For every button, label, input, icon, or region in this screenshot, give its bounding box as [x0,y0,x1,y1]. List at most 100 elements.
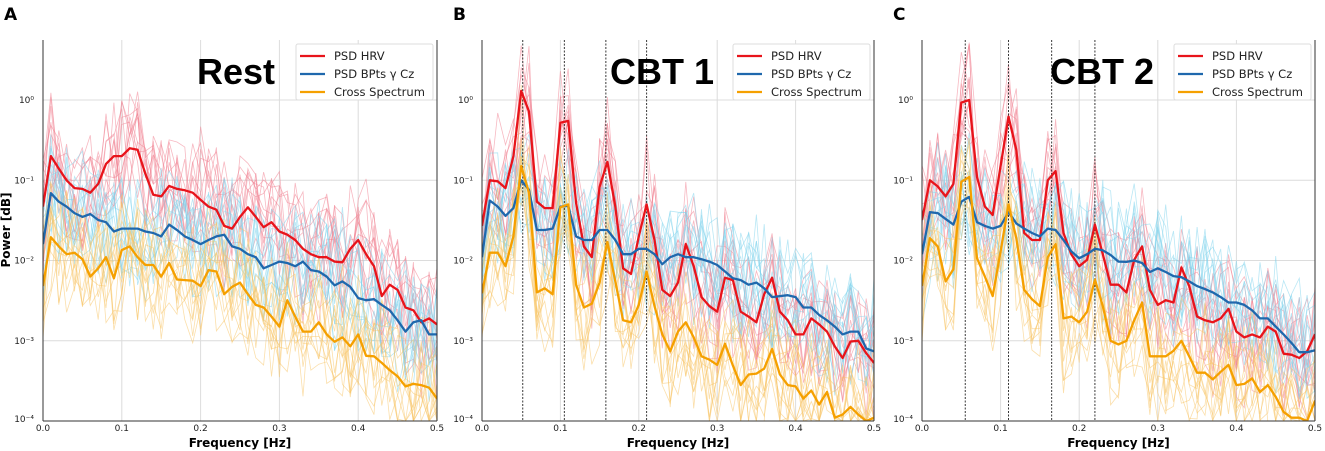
y-tick-label: 10⁻⁴ [453,415,473,425]
x-tick-label: 0.5 [430,424,444,434]
y-tick-label: 10⁻⁴ [893,415,913,425]
individual-trace-psd-hrv [922,88,1315,420]
panel-title: CBT 1 [610,51,714,92]
individual-trace-cross-spectrum [482,159,874,421]
individual-trace-psd-bpts-cz [43,177,437,358]
individual-trace-psd-bpts-cz [482,159,874,379]
x-tick-label: 0.3 [272,424,286,434]
individual-trace-cross-spectrum [482,155,874,421]
legend-label: PSD HRV [334,49,385,63]
legend-label: PSD BPts γ Cz [334,67,414,81]
x-tick-label: 0.4 [1229,424,1244,434]
individual-trace-psd-bpts-cz [482,153,874,377]
individual-trace-cross-spectrum [482,181,874,421]
series-line-psd-hrv [922,98,1315,360]
series-line-psd-hrv [482,89,874,364]
individual-trace-cross-spectrum [922,138,1315,421]
y-tick-label: 10⁻⁴ [14,415,34,425]
x-tick-label: 0.4 [351,424,366,434]
y-tick-label: 10⁻³ [14,337,34,347]
individual-trace-cross-spectrum [482,144,874,421]
series-line-cross-spectrum [482,164,874,421]
individual-trace-cross-spectrum [43,202,437,421]
series-line-psd-bpts-cz [922,195,1315,354]
x-tick-label: 0.0 [475,424,490,434]
legend: PSD HRV PSD BPts γ Cz Cross Spectrum [1173,43,1312,101]
individual-trace-psd-bpts-cz [482,148,874,374]
y-tick-label: 10⁻¹ [453,176,473,186]
legend-box [295,43,434,101]
series-line-cross-spectrum [43,236,437,400]
individual-trace-cross-spectrum [482,84,874,421]
individual-trace-psd-bpts-cz [922,139,1315,389]
legend-label: Cross Spectrum [334,85,425,99]
y-tick-label: 10⁻¹ [893,176,913,186]
individual-trace-cross-spectrum [922,147,1315,421]
x-tick-label: 0.3 [1151,424,1165,434]
x-tick-label: 0.2 [193,424,207,434]
individual-trace-psd-hrv [43,138,437,369]
individual-trace-psd-bpts-cz [43,162,437,392]
individual-trace-psd-hrv [922,44,1315,386]
panel-label: A [4,5,18,25]
individual-trace-psd-bpts-cz [482,148,874,387]
legend-label: PSD BPts γ Cz [771,67,851,81]
legend-label: Cross Spectrum [771,85,862,99]
x-tick-label: 0.2 [1072,424,1086,434]
individual-trace-psd-hrv [43,116,437,354]
x-tick-label: 0.1 [993,424,1007,434]
y-tick-label: 10⁰ [898,96,913,106]
x-tick-label: 0.2 [632,424,646,434]
plot-area [922,40,1315,421]
y-tick-label: 10⁻³ [893,337,913,347]
individual-trace-cross-spectrum [922,149,1315,421]
individual-trace-cross-spectrum [43,191,437,421]
y-tick-label: 10⁻¹ [14,176,34,186]
y-tick-label: 10⁻³ [453,337,473,347]
series-line-cross-spectrum [922,175,1315,421]
legend-label: PSD BPts γ Cz [1212,67,1292,81]
y-axis-label: Power [dB] [0,192,13,267]
legend-label: PSD HRV [771,49,822,63]
individual-trace-psd-hrv [43,112,437,359]
x-tick-label: 0.1 [115,424,129,434]
legend: PSD HRV PSD BPts γ Cz Cross Spectrum [295,43,434,101]
x-tick-label: 0.5 [1308,424,1322,434]
plot-area [482,40,874,421]
x-tick-label: 0.5 [867,424,881,434]
panel-label: C [893,5,905,25]
x-tick-label: 0.0 [915,424,930,434]
individual-trace-cross-spectrum [482,145,874,421]
panel-a: 0.0 0.1 0.2 0.3 0.4 0.5 10⁰ 10⁻¹ 10⁻² 10⁻³ 10⁻⁴ A Re… [0,5,444,450]
individual-trace-cross-spectrum [922,159,1315,421]
legend-label: Cross Spectrum [1212,85,1303,99]
y-tick-label: 10⁻² [14,257,34,267]
legend: PSD HRV PSD BPts γ Cz Cross Spectrum [732,43,871,101]
panel-b: 0.0 0.1 0.2 0.3 0.4 0.5 10⁰ 10⁻¹ 10⁻² 10⁻³ 10⁻⁴ B CB… [453,5,881,450]
x-tick-label: 0.0 [36,424,51,434]
x-tick-label: 0.4 [788,424,803,434]
individual-trace-psd-bpts-cz [482,134,874,376]
y-tick-label: 10⁰ [458,96,473,106]
individual-trace-cross-spectrum [922,182,1315,421]
individual-trace-psd-bpts-cz [922,180,1315,400]
x-axis-label: Frequency [Hz] [627,436,729,450]
panel-title: Rest [197,51,275,92]
legend-label: PSD HRV [1212,49,1263,63]
panel-c: 0.0 0.1 0.2 0.3 0.4 0.5 10⁰ 10⁻¹ 10⁻² 10⁻³ 10⁻⁴ C CB… [893,5,1322,450]
individual-trace-psd-hrv [43,92,437,401]
x-tick-label: 0.3 [710,424,724,434]
individual-trace-cross-spectrum [482,155,874,421]
y-tick-label: 10⁰ [19,96,34,106]
x-axis-label: Frequency [Hz] [1067,436,1169,450]
series-line-psd-hrv [43,147,437,326]
individual-trace-cross-spectrum [43,205,437,421]
individual-trace-psd-hrv [43,107,437,376]
legend-box [732,43,871,101]
x-axis-label: Frequency [Hz] [189,436,291,450]
y-tick-label: 10⁻² [453,257,473,267]
individual-trace-psd-bpts-cz [922,144,1315,399]
legend-box [1173,43,1312,101]
panel-label: B [453,5,466,25]
